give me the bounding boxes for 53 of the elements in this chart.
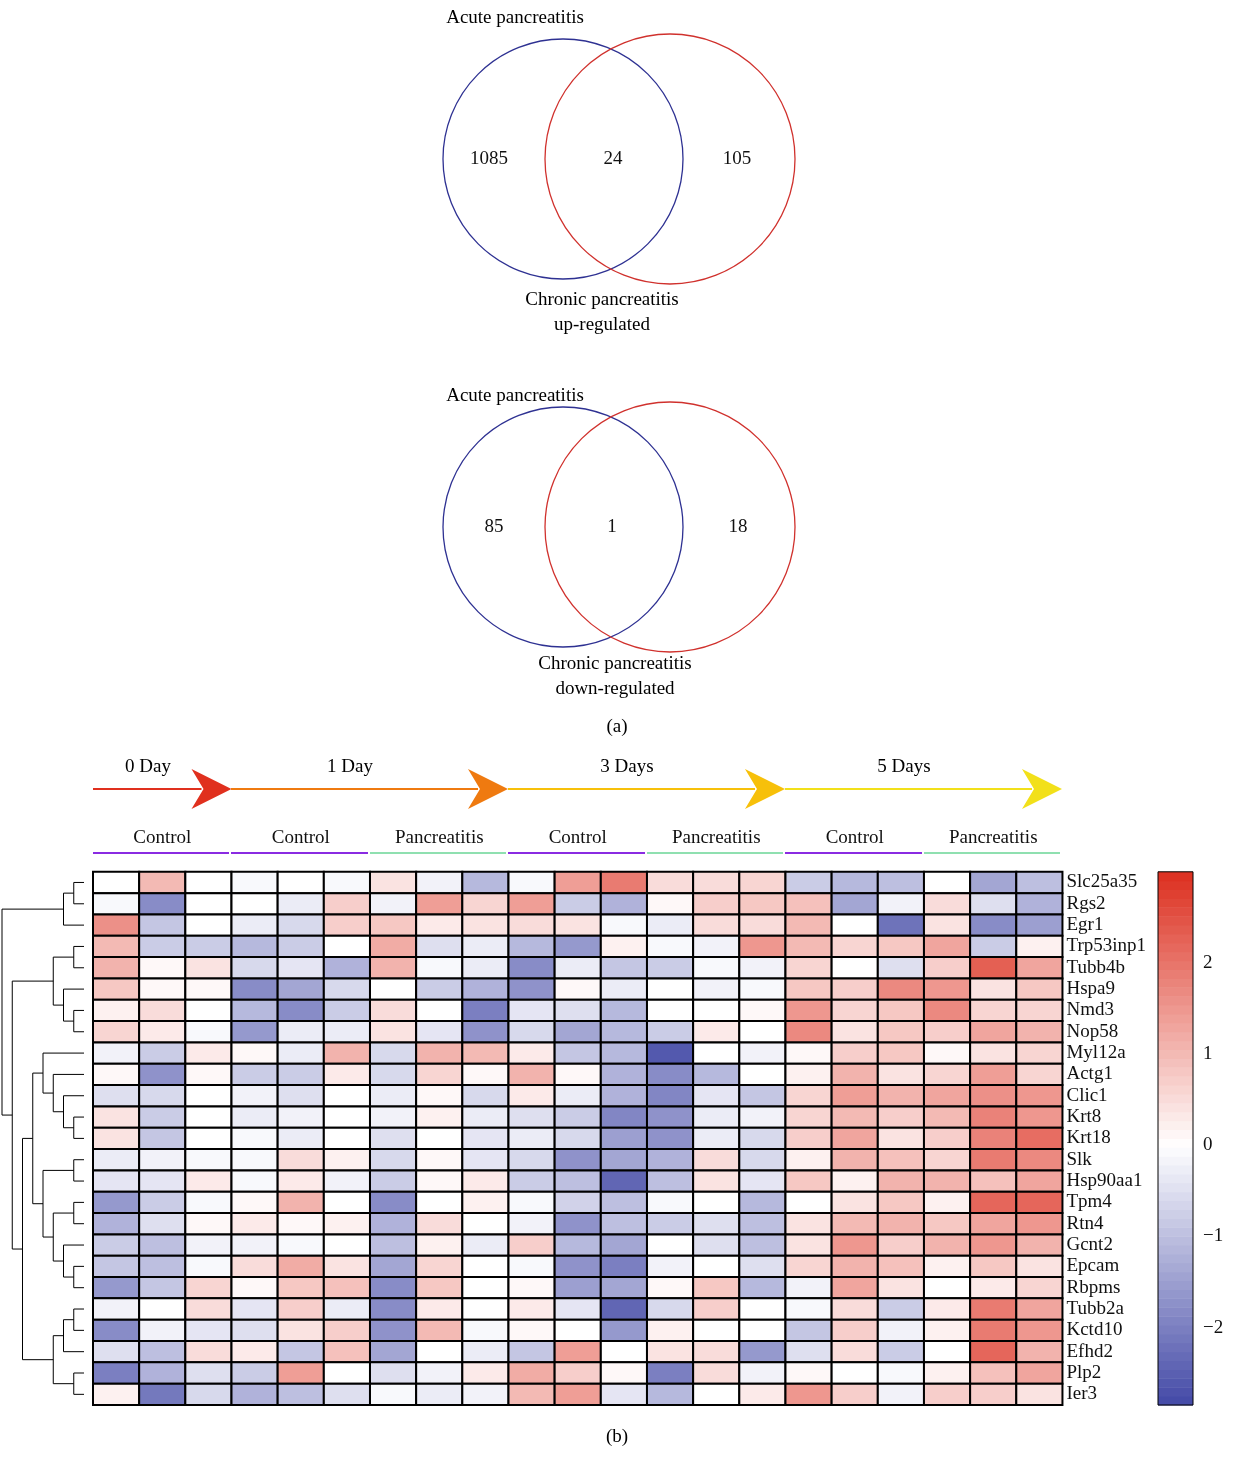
color-bar-label: 2 (1203, 950, 1213, 972)
y-tick-label: Rbpms (1066, 1275, 1121, 1297)
y-tick-label: Nop58 (1066, 1019, 1119, 1041)
y-tick-label: Slc25a35 (1066, 870, 1138, 892)
y-tick-label: Rgs2 (1066, 891, 1106, 913)
data-label: 1 (607, 514, 617, 536)
y-tick-label: Rtn4 (1066, 1211, 1104, 1233)
x-tick-label: Control (548, 826, 607, 848)
text: Chronic pancreatitis down-regulated (537, 651, 693, 700)
data-label: 85 (484, 514, 504, 536)
data-label: 105 (722, 146, 752, 168)
color-bar-label: 0 (1203, 1133, 1213, 1155)
data-label: 24 (603, 146, 623, 168)
text: 5 Days (876, 754, 932, 778)
text: Acute pancreatitis (445, 383, 585, 407)
data-label: 1085 (470, 146, 508, 168)
y-tick-label: Tubb4b (1066, 955, 1125, 977)
x-tick-label: Control (133, 826, 192, 848)
color-bar-label: −1 (1203, 1224, 1224, 1246)
y-tick-label: Plp2 (1066, 1360, 1102, 1382)
y-tick-label: Kctd10 (1066, 1318, 1123, 1340)
color-bar-label: −2 (1203, 1315, 1224, 1337)
y-tick-label: Krt8 (1066, 1105, 1102, 1127)
y-tick-label: Efhd2 (1066, 1339, 1113, 1361)
text: 0 Day (124, 754, 172, 778)
text: 3 Days (599, 754, 655, 778)
x-tick-label: Pancreatitis (948, 826, 1038, 848)
y-tick-label: Epcam (1066, 1254, 1120, 1276)
y-tick-label: Egr1 (1066, 913, 1104, 935)
y-tick-label: Gcnt2 (1066, 1233, 1113, 1255)
text: Chronic pancreatitis up-regulated (524, 287, 680, 336)
y-tick-label: Krt18 (1066, 1126, 1111, 1148)
y-tick-label: Tubb2a (1066, 1297, 1125, 1319)
text: 1 Day (326, 754, 374, 778)
y-tick-label: Clic1 (1066, 1083, 1108, 1105)
y-tick-label: Slk (1066, 1147, 1093, 1169)
y-tick-label: Tpm4 (1066, 1190, 1113, 1212)
x-tick-label: Pancreatitis (394, 826, 484, 848)
y-tick-label: Actg1 (1066, 1062, 1113, 1084)
x-tick-label: Control (271, 826, 330, 848)
y-tick-label: Trp53inp1 (1066, 934, 1146, 956)
text: Acute pancreatitis (445, 5, 585, 29)
y-tick-label: Myl12a (1066, 1041, 1127, 1063)
y-tick-label: Hsp90aa1 (1066, 1169, 1143, 1191)
x-tick-label: Pancreatitis (671, 826, 761, 848)
text: (a) (605, 714, 629, 738)
data-label: 18 (728, 514, 748, 536)
color-bar-label: 1 (1203, 1042, 1213, 1064)
text: (b) (604, 1424, 630, 1448)
y-tick-label: Hspa9 (1066, 977, 1116, 999)
y-tick-label: Nmd3 (1066, 998, 1114, 1020)
x-tick-label: Control (825, 826, 884, 848)
y-tick-label: Ier3 (1066, 1382, 1098, 1404)
